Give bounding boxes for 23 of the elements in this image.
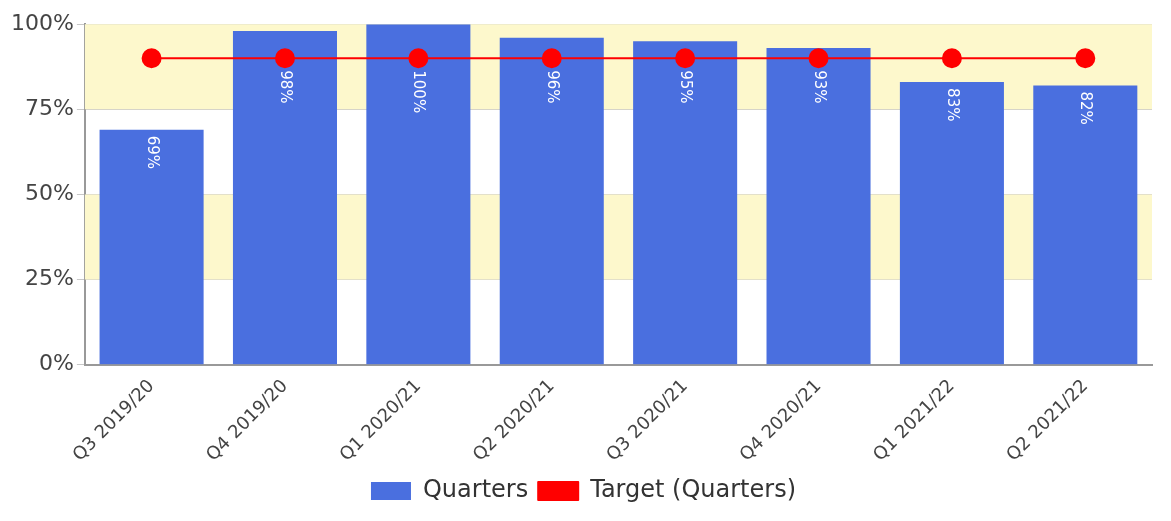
y-tick-label: 0% <box>38 350 74 376</box>
bar <box>633 41 738 365</box>
data-label: 100% <box>410 70 429 114</box>
bar <box>499 37 604 365</box>
bar <box>366 24 471 365</box>
data-label: 96% <box>543 70 562 104</box>
bar <box>899 82 1004 365</box>
data-label: 98% <box>277 70 296 104</box>
legend-label: Quarters <box>422 475 529 504</box>
bar <box>766 48 871 365</box>
y-tick-label: 50% <box>24 180 74 206</box>
data-label: 69% <box>143 135 162 170</box>
bar <box>232 31 337 365</box>
data-label: 93% <box>810 70 829 104</box>
y-tick-label: 100% <box>10 9 74 35</box>
y-tick-label: 25% <box>24 265 74 291</box>
y-tick-label: 75% <box>24 95 74 121</box>
data-label: 82% <box>1077 91 1096 125</box>
data-label: 83% <box>944 88 963 122</box>
legend-label: Target (Quarters) <box>589 475 797 504</box>
data-label: 95% <box>677 70 696 104</box>
bar <box>1033 85 1138 365</box>
bar <box>99 129 204 365</box>
